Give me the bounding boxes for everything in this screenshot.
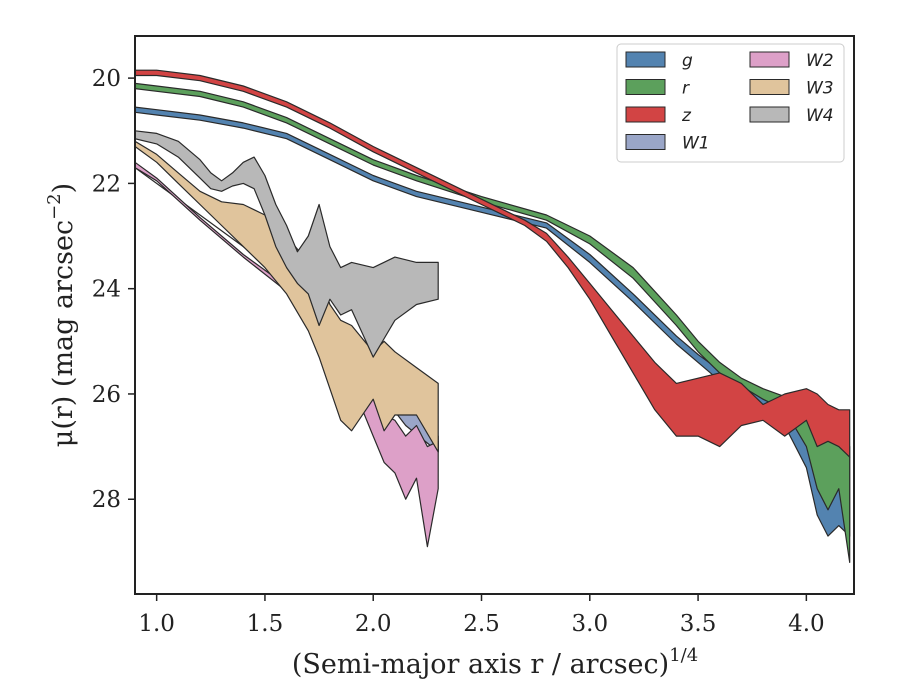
legend-box bbox=[616, 43, 845, 163]
x-tick-label: 1.0 bbox=[138, 611, 175, 637]
x-axis-ticks: 1.0 1.5 2.0 2.5 3.0 3.5 4.0 bbox=[138, 594, 825, 637]
legend-label-w2: W2 bbox=[806, 51, 834, 71]
legend-label-z: z bbox=[681, 106, 692, 126]
legend-swatch-r bbox=[625, 79, 666, 95]
legend-label-w4: W4 bbox=[806, 106, 834, 126]
legend-swatch-w4 bbox=[749, 106, 790, 123]
legend-swatch-w3 bbox=[749, 79, 790, 95]
y-tick-label: 26 bbox=[92, 382, 121, 408]
legend-swatch-w1 bbox=[625, 134, 666, 150]
y-axis-ticks: 20 22 24 26 28 bbox=[92, 66, 135, 513]
legend-label-r: r bbox=[682, 79, 690, 99]
legend-swatch-z bbox=[625, 106, 666, 123]
y-tick-label: 20 bbox=[92, 66, 121, 92]
x-tick-label: 2.5 bbox=[463, 611, 500, 637]
x-axis-label: (Semi-major axis r / arcsec)1/4 bbox=[292, 645, 698, 680]
x-tick-label: 3.0 bbox=[572, 611, 609, 637]
x-tick-label: 3.5 bbox=[680, 611, 717, 637]
band-w4 bbox=[135, 130, 439, 358]
x-tick-label: 1.5 bbox=[247, 611, 284, 637]
y-tick-label: 24 bbox=[92, 277, 121, 303]
y-tick-label: 28 bbox=[92, 487, 121, 513]
band-z bbox=[135, 69, 851, 458]
legend: grz W1 W2 W3 W4 bbox=[616, 43, 845, 163]
profile-bands bbox=[135, 69, 851, 564]
plot-frame bbox=[134, 35, 855, 595]
legend-label-g: g bbox=[682, 51, 693, 71]
legend-swatch-g bbox=[625, 51, 666, 68]
legend-label-w1: W1 bbox=[682, 134, 710, 154]
y-axis-label: μ(r) (mag arcsec−2) bbox=[44, 183, 79, 447]
x-tick-label: 4.0 bbox=[788, 611, 825, 637]
legend-label-w3: W3 bbox=[806, 79, 834, 99]
legend-swatch-w2 bbox=[749, 51, 790, 68]
x-tick-label: 2.0 bbox=[355, 611, 392, 637]
y-tick-label: 22 bbox=[92, 171, 121, 197]
